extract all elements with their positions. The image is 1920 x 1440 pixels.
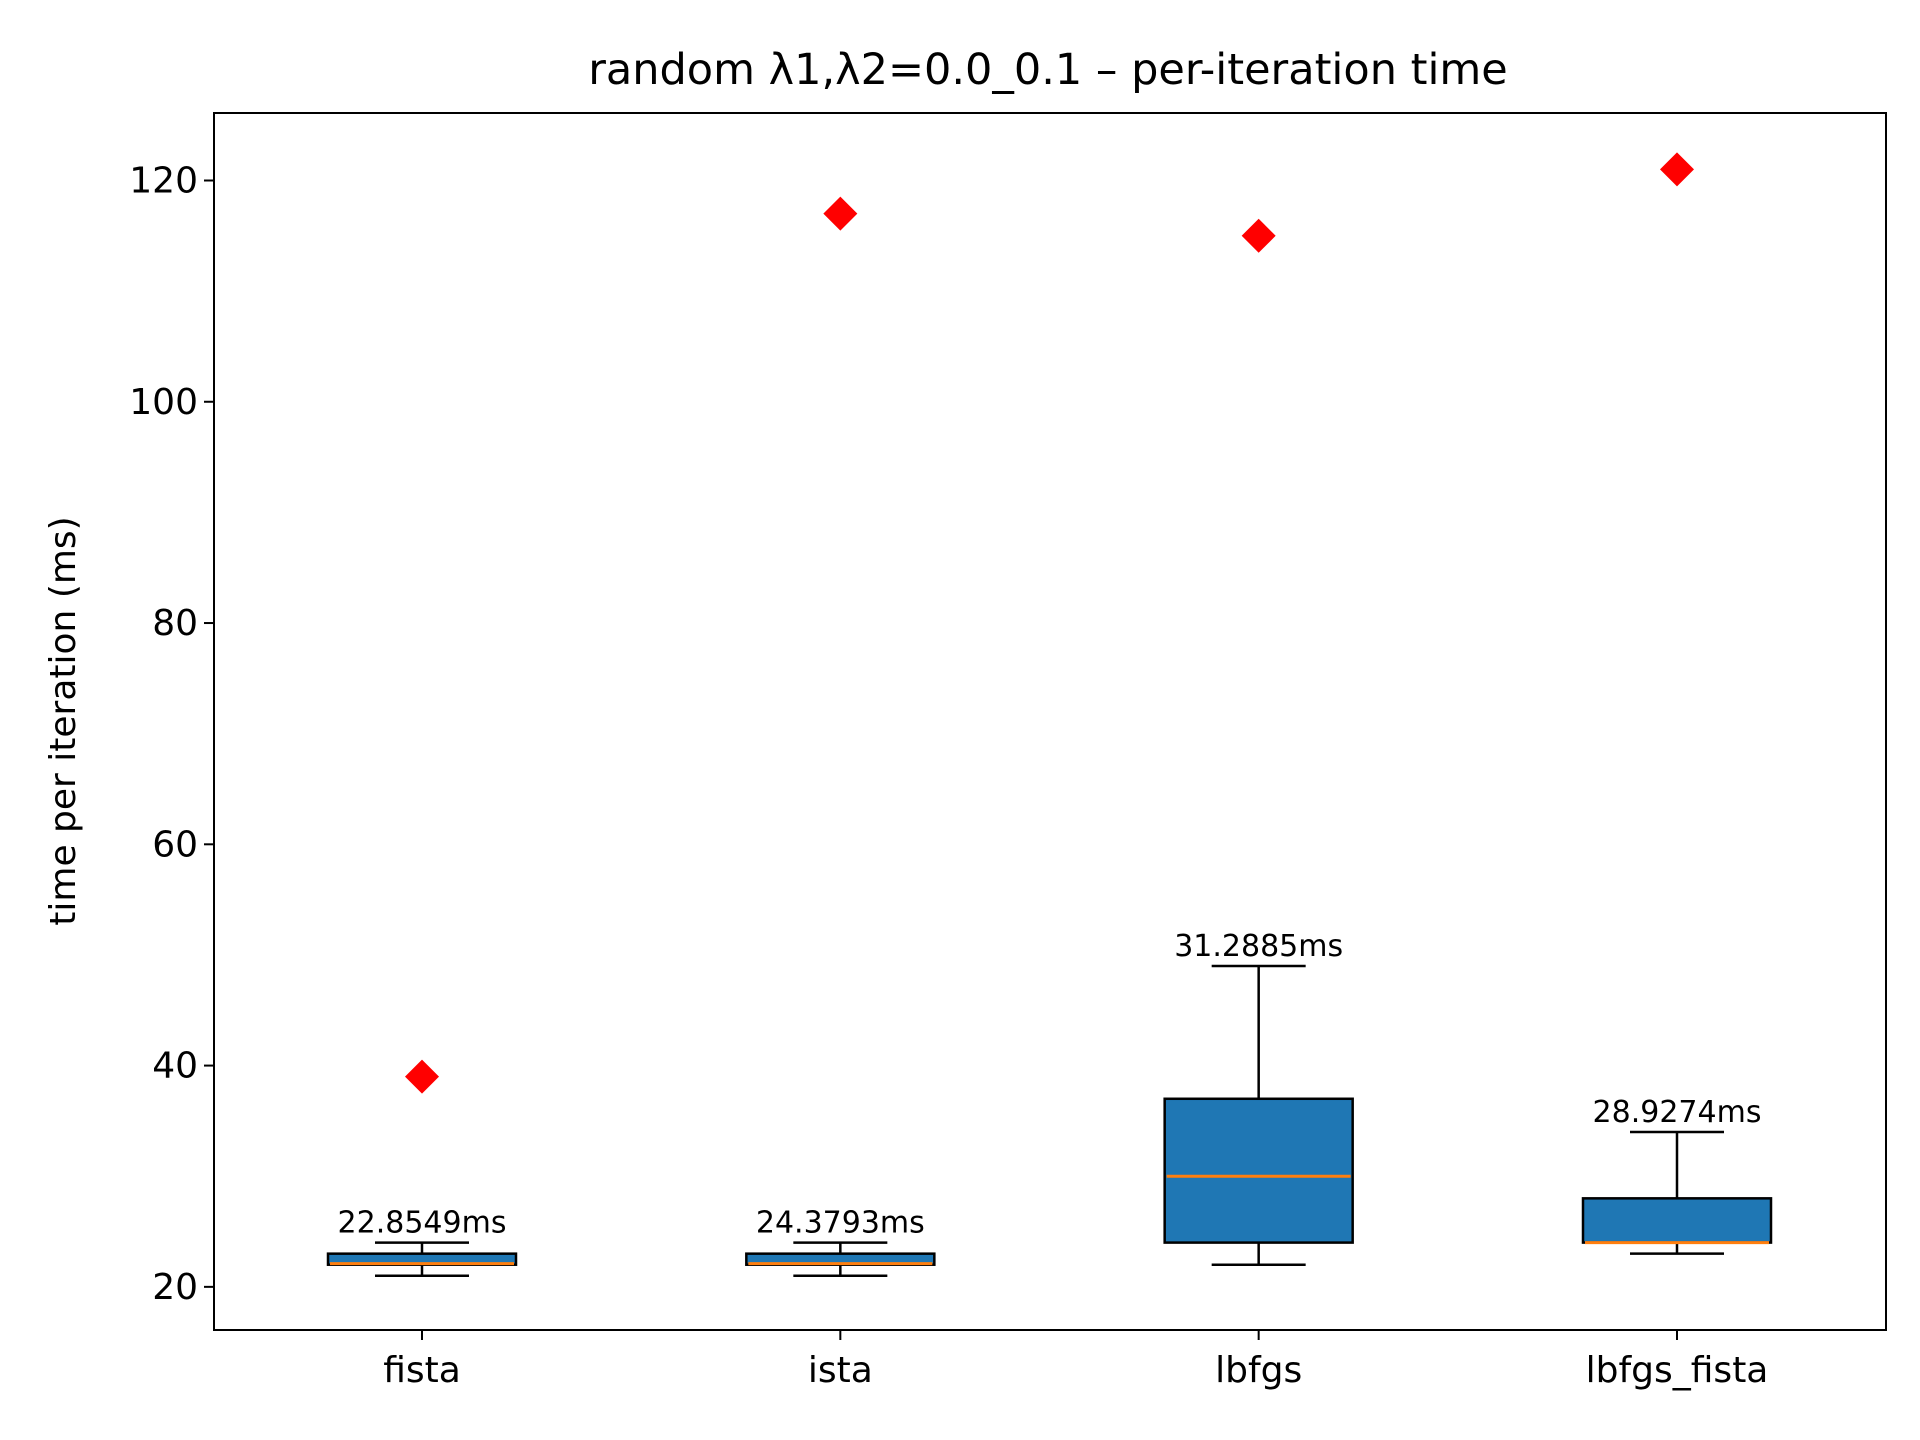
y-tick-label: 40 bbox=[152, 1046, 198, 1087]
plot-frame bbox=[213, 112, 1887, 1331]
outlier-marker bbox=[1241, 218, 1276, 253]
y-tick-label: 20 bbox=[152, 1267, 198, 1308]
mean-label: 31.2885ms bbox=[1174, 929, 1343, 964]
x-tick-label: lbfgs bbox=[1215, 1350, 1302, 1391]
box-lbfgs_fista bbox=[1581, 1197, 1773, 1244]
chart-title: random λ1,λ2=0.0_0.1 – per-iteration tim… bbox=[588, 45, 1508, 95]
mean-label: 24.3793ms bbox=[756, 1206, 925, 1241]
y-tick-label: 80 bbox=[152, 603, 198, 644]
y-tick-label: 120 bbox=[129, 160, 198, 201]
y-axis-label: time per iteration (ms) bbox=[43, 516, 84, 925]
mean-label: 22.8549ms bbox=[338, 1206, 507, 1241]
mean-label: 28.9274ms bbox=[1593, 1095, 1762, 1130]
outlier-marker bbox=[405, 1059, 439, 1094]
x-tick-label: fista bbox=[383, 1350, 461, 1391]
x-tick-label: ista bbox=[808, 1350, 873, 1391]
x-tick-label: lbfgs_fista bbox=[1586, 1350, 1769, 1391]
y-tick-label: 100 bbox=[129, 382, 198, 423]
box-lbfgs bbox=[1163, 1097, 1354, 1244]
y-tick-label: 60 bbox=[152, 824, 198, 865]
outlier-marker bbox=[1660, 152, 1694, 187]
outlier-marker bbox=[823, 196, 858, 231]
